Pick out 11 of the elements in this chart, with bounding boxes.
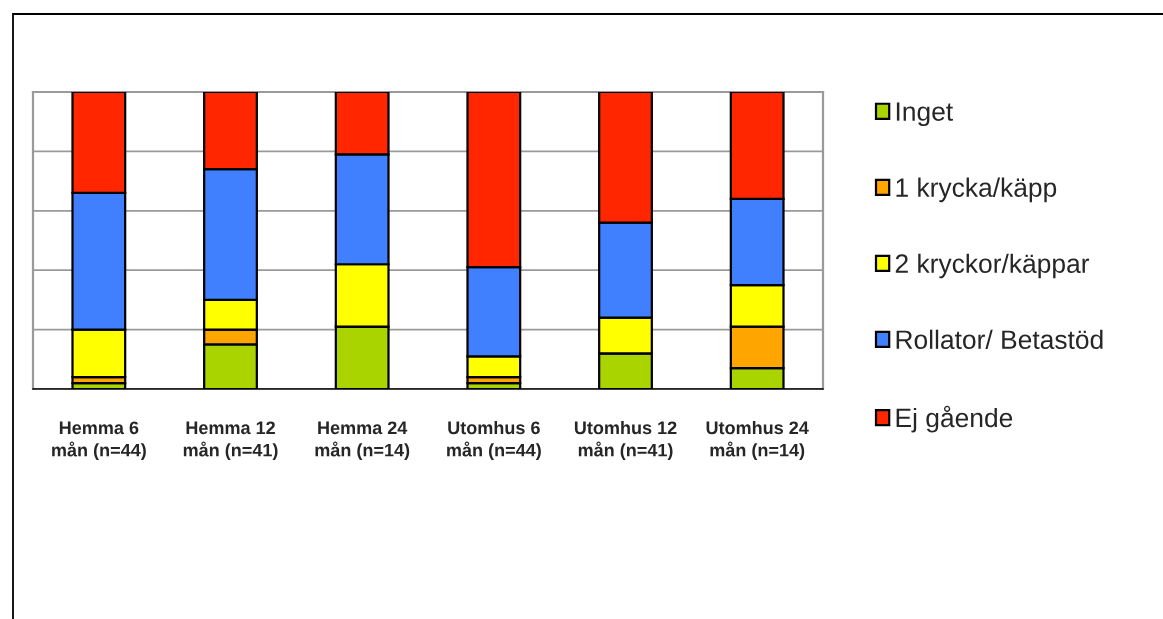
legend-label: 2 kryckor/käppar: [895, 253, 1090, 279]
x-tick-label: Hemma 24 mån (n=14): [315, 421, 410, 461]
x-tick-label: Utomhus 12 mån (n=41): [574, 420, 677, 461]
legend-label: Rollator/ Betastöd: [896, 329, 1103, 350]
legend-label: Inget: [896, 102, 953, 127]
x-tick-label: Utomhus 6 mån (n=44): [447, 420, 541, 461]
legend-label: 1 krycka/käpp: [896, 177, 1057, 203]
x-tick-label: Utomhus 24 mån (n=14): [706, 420, 809, 461]
x-tick-label: Hemma 12 mån (n=41): [183, 421, 278, 461]
x-tick-label: Hemma 6 mån (n=44): [52, 421, 146, 461]
legend-label: Ej gående: [896, 405, 1013, 433]
